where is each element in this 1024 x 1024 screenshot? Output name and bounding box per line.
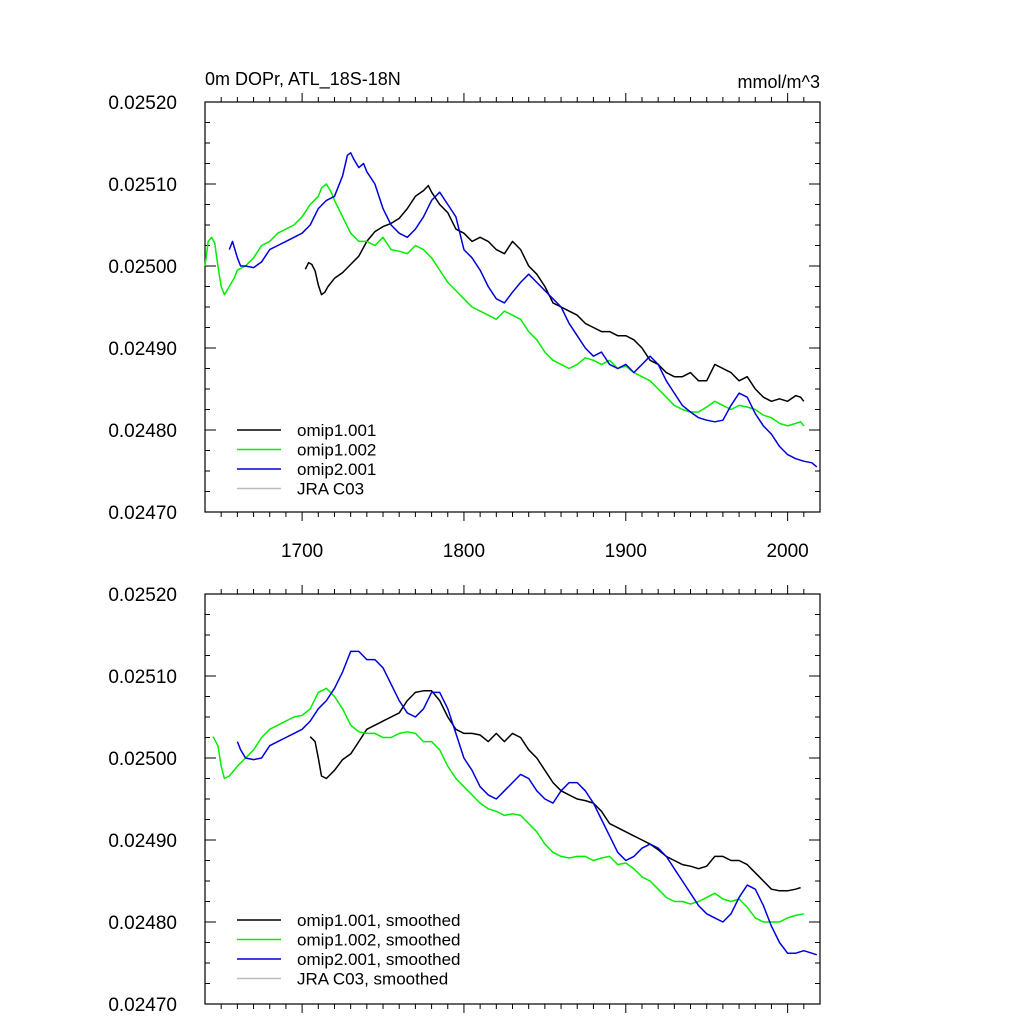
units-label: mmol/m^3 [738, 72, 820, 92]
y-tick-label: 0.02480 [108, 421, 177, 442]
legend-label: JRA C03 [297, 480, 364, 499]
y-tick-label: 0.02500 [108, 257, 177, 278]
legend-label: omip2.001, smoothed [297, 950, 461, 969]
panel-title: 0m DOPr, ATL_18S-18N [205, 69, 401, 90]
y-tick-label: 0.02520 [108, 93, 177, 114]
x-tick-label: 1700 [281, 541, 323, 562]
x-tick-label: 2000 [766, 541, 808, 562]
legend-label: omip2.001 [297, 460, 376, 479]
x-tick-label: 1800 [443, 541, 485, 562]
y-tick-label: 0.02500 [108, 749, 177, 770]
legend-label: omip1.001 [297, 421, 376, 440]
y-tick-label: 0.02470 [108, 503, 177, 524]
top-panel: 0m DOPr, ATL_18S-18N mmol/m^3 1700 1800 19… [108, 69, 821, 562]
series-line-1 [309, 690, 801, 892]
legend-label: omip1.001, smoothed [297, 911, 461, 930]
x-tick-label: 1900 [605, 541, 647, 562]
y-tick-label: 0.02480 [108, 913, 177, 934]
legend-label: omip1.002, smoothed [297, 931, 461, 950]
series-line-1 [304, 184, 805, 403]
legend-label: JRA C03, smoothed [297, 970, 448, 989]
y-tick-label: 0.02490 [108, 831, 177, 852]
y-tick-label: 0.02520 [108, 585, 177, 606]
series-line-3 [228, 152, 818, 468]
legend-label: omip1.002 [297, 441, 376, 460]
bottom-panel: 0.02470 0.02480 0.02490 0.02500 0.02510 0.025… [108, 585, 821, 1016]
y-tick-label: 0.02490 [108, 339, 177, 360]
y-tick-label: 0.02510 [108, 175, 177, 196]
y-tick-label: 0.02470 [108, 995, 177, 1016]
y-tick-label: 0.02510 [108, 667, 177, 688]
series-line-2 [212, 687, 804, 923]
series-line-3 [236, 650, 818, 956]
series-line-2 [204, 183, 805, 427]
